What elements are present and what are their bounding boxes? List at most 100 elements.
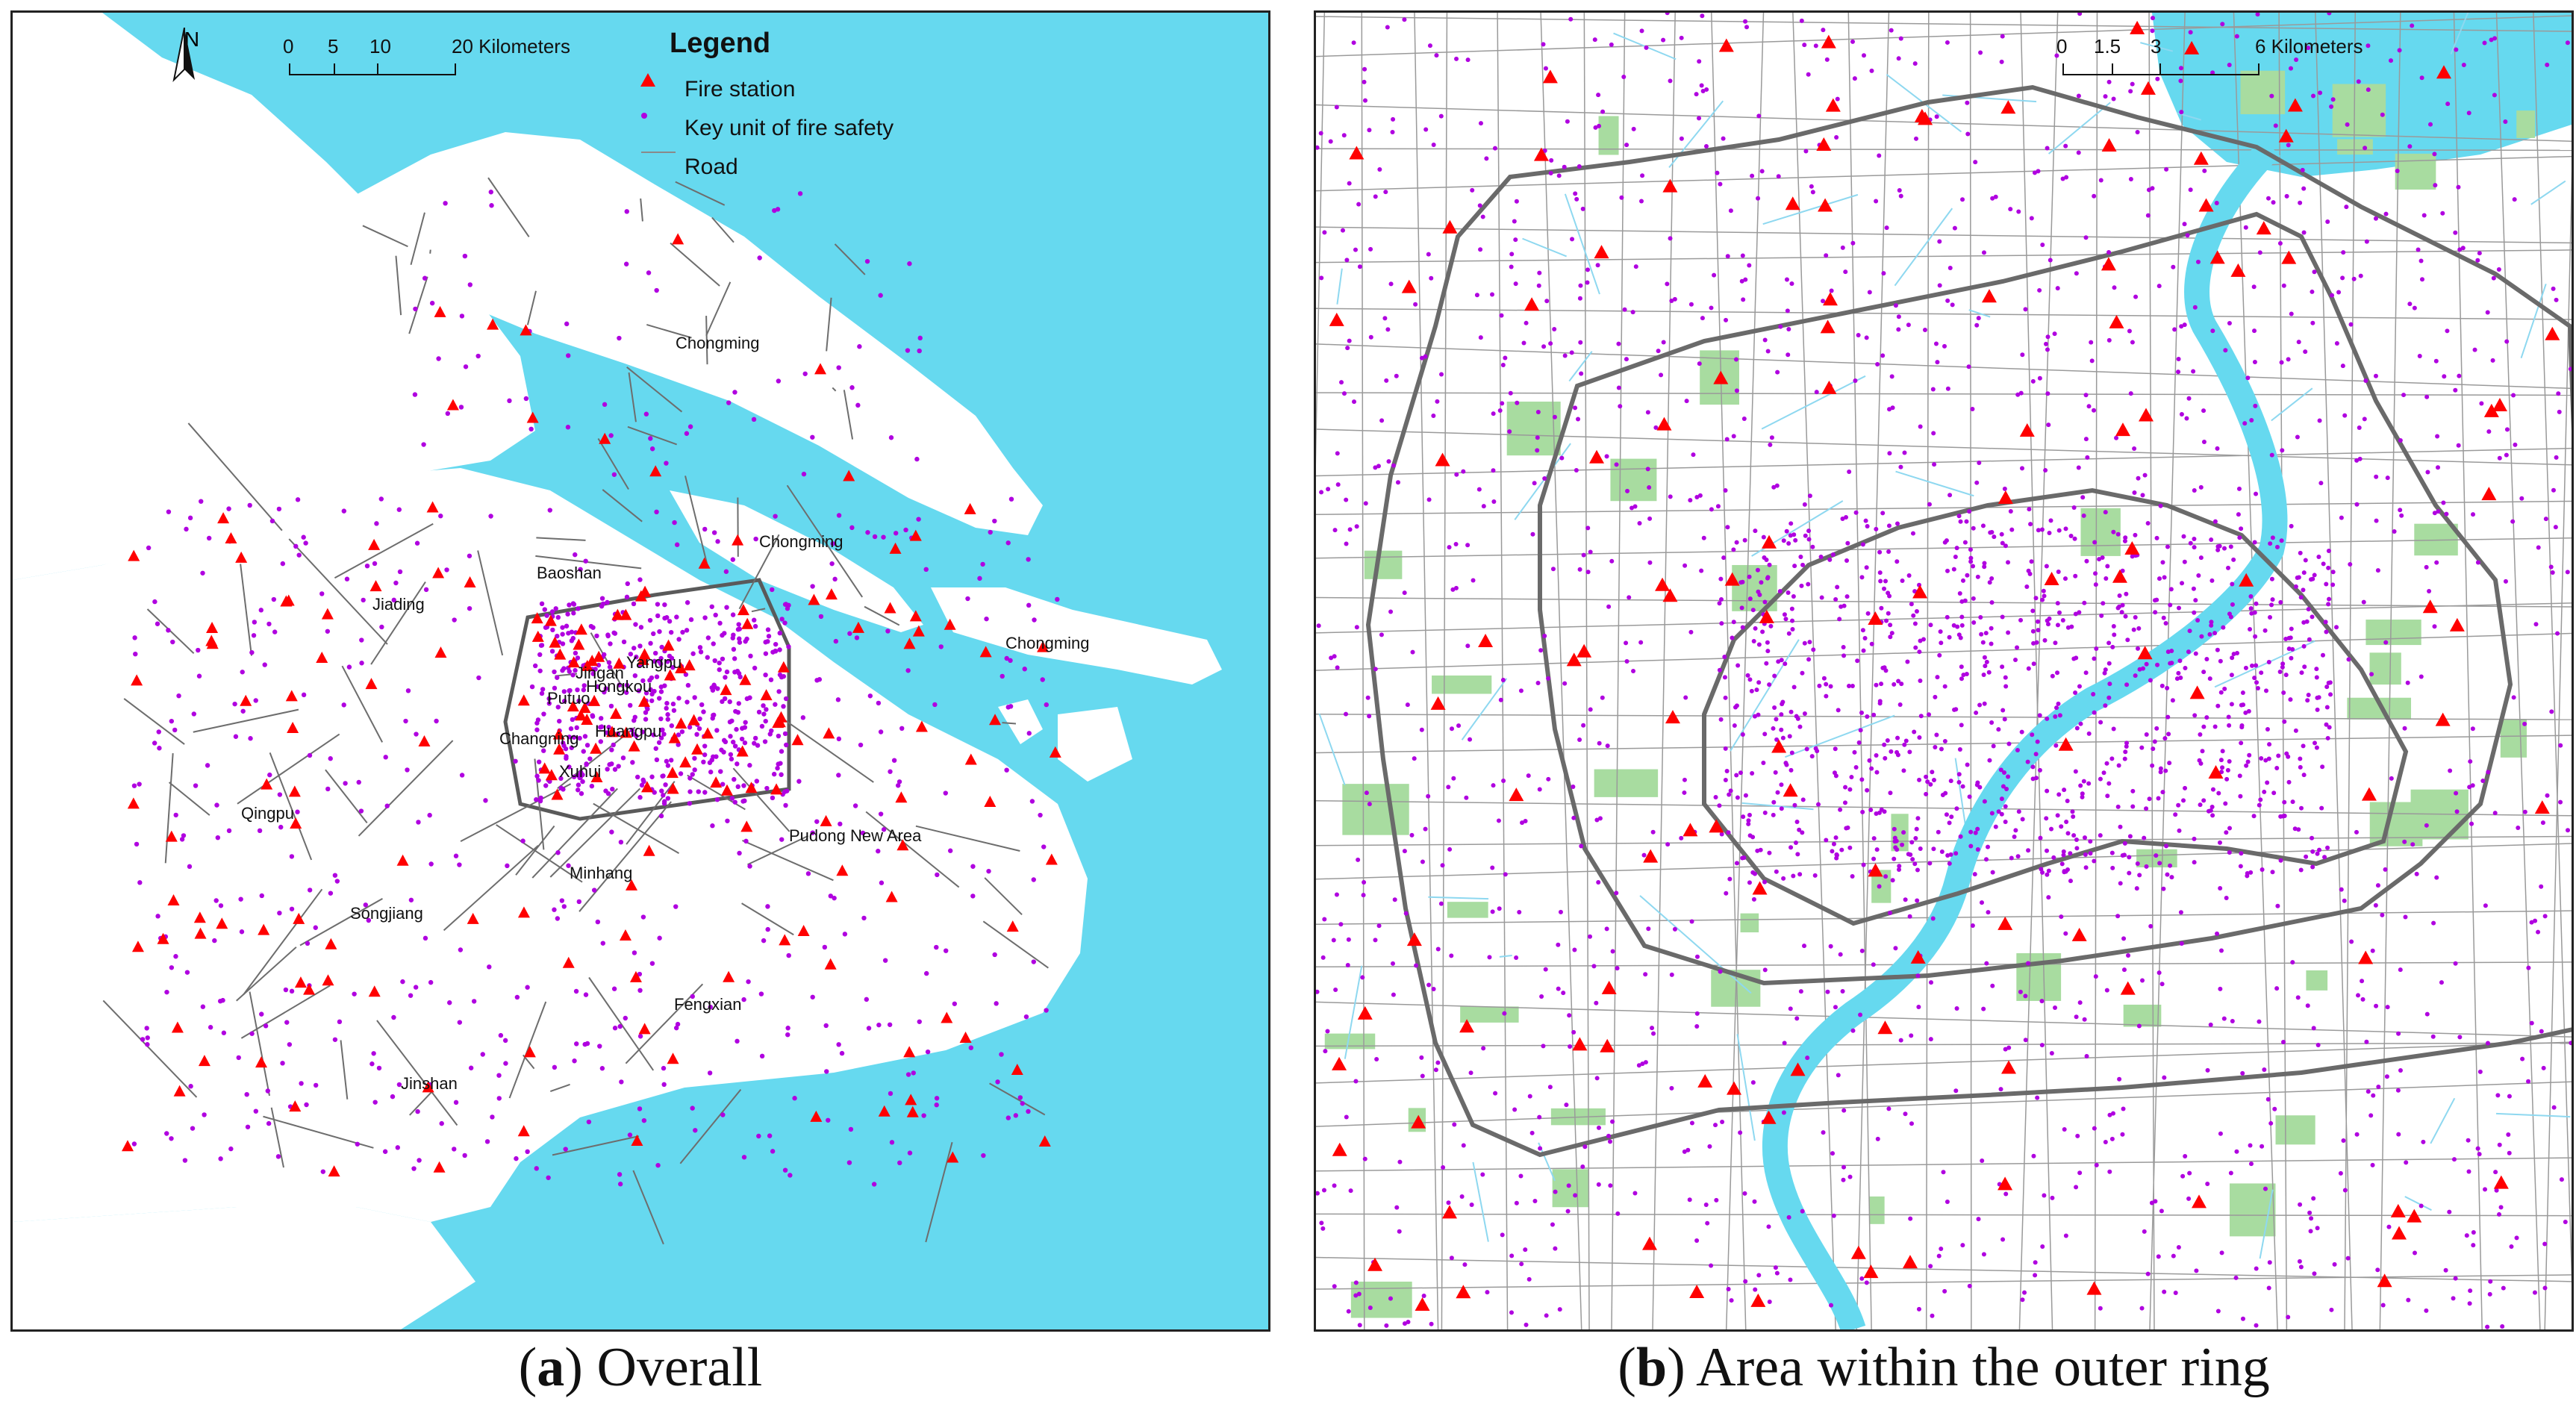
key-unit-dot — [636, 688, 642, 693]
key-unit-dot — [1953, 851, 1959, 856]
key-unit-dot — [546, 1175, 551, 1180]
key-unit-dot — [2205, 1181, 2210, 1186]
key-unit-dot — [1719, 832, 1724, 837]
key-unit-dot — [2098, 178, 2103, 183]
key-unit-dot — [2161, 615, 2166, 620]
key-unit-dot — [2445, 328, 2450, 334]
key-unit-dot — [2208, 1022, 2213, 1027]
key-unit-dot — [1610, 949, 1615, 954]
key-unit-dot — [2033, 1273, 2038, 1278]
key-unit-dot — [570, 673, 576, 678]
key-unit-dot — [484, 1139, 490, 1144]
key-unit-dot — [605, 790, 611, 796]
key-unit-dot — [2167, 761, 2172, 766]
key-unit-dot — [1335, 482, 1341, 487]
key-unit-dot — [1930, 387, 1936, 392]
fire-station-marker — [285, 690, 298, 702]
key-unit-dot — [741, 1155, 747, 1160]
road-segment — [1316, 155, 2572, 192]
key-unit-dot — [676, 732, 682, 737]
key-unit-dot — [1913, 645, 1918, 650]
key-unit-dot — [2316, 555, 2321, 560]
key-unit-dot — [735, 761, 740, 767]
key-unit-dot — [2210, 70, 2215, 75]
key-unit-dot — [1571, 1029, 1577, 1035]
key-unit-dot — [1038, 812, 1043, 818]
key-unit-dot — [2018, 617, 2024, 623]
key-unit-dot — [1882, 742, 1887, 747]
fire-station-marker — [240, 694, 252, 706]
key-unit-dot — [729, 796, 735, 801]
key-unit-dot — [2046, 868, 2051, 873]
key-unit-dot — [200, 570, 205, 576]
key-unit-dot — [2283, 673, 2289, 678]
key-unit-dot — [2065, 798, 2070, 803]
key-unit-dot — [2366, 1089, 2371, 1094]
fire-station-marker — [666, 767, 679, 779]
scale-bar-line — [2062, 63, 2260, 75]
key-unit-dot — [2030, 776, 2036, 782]
key-unit-dot — [2272, 1106, 2277, 1111]
scale-mid-tick — [377, 63, 378, 74]
key-unit-dot — [166, 628, 171, 633]
key-unit-dot — [561, 904, 567, 909]
key-unit-dot — [1567, 1013, 1572, 1018]
key-unit-dot — [1013, 1113, 1019, 1118]
key-unit-dot — [1880, 353, 1886, 358]
key-unit-dot — [1537, 270, 1542, 275]
key-unit-dot — [1810, 190, 1815, 195]
key-unit-dot — [2020, 352, 2025, 358]
key-unit-dot — [2507, 1094, 2512, 1099]
key-unit-dot — [2460, 246, 2466, 251]
key-unit-dot — [710, 823, 715, 829]
key-unit-dot — [1871, 856, 1877, 861]
key-unit-dot — [2265, 196, 2271, 201]
key-unit-dot — [2029, 216, 2034, 221]
key-unit-dot — [1461, 1143, 1466, 1148]
road-segment — [334, 523, 434, 579]
key-unit-dot — [1552, 414, 1557, 420]
key-unit-dot — [2266, 660, 2271, 665]
key-unit-dot — [391, 597, 396, 603]
key-unit-dot — [2124, 744, 2129, 749]
key-unit-dot — [1750, 1080, 1756, 1085]
key-unit-dot — [2533, 622, 2539, 627]
key-unit-dot — [2511, 393, 2516, 398]
road-segment — [487, 177, 530, 237]
fire-station-marker — [1998, 916, 2013, 930]
key-unit-dot — [156, 729, 161, 735]
key-unit-dot — [132, 635, 137, 640]
key-unit-dot — [2263, 688, 2268, 693]
key-unit-dot — [1542, 634, 1547, 639]
key-unit-dot — [1718, 597, 1724, 602]
key-unit-dot — [1435, 1060, 1441, 1065]
key-unit-dot — [140, 1037, 146, 1042]
key-unit-dot — [2542, 1285, 2548, 1291]
key-unit-dot — [2240, 1316, 2245, 1321]
key-unit-dot — [2236, 512, 2241, 517]
key-unit-dot — [1960, 197, 1965, 202]
key-unit-dot — [2133, 615, 2138, 620]
key-unit-dot — [415, 1108, 420, 1114]
key-unit-dot — [654, 287, 659, 293]
key-unit-dot — [1332, 1183, 1337, 1188]
key-unit-dot — [2195, 259, 2201, 264]
key-unit-dot — [2277, 670, 2283, 675]
key-unit-dot — [1833, 1005, 1838, 1010]
key-unit-dot — [1624, 143, 1630, 148]
key-unit-dot — [2130, 340, 2135, 345]
key-unit-dot — [2496, 266, 2501, 272]
key-unit-dot — [763, 718, 768, 724]
key-unit-dot — [1914, 608, 1919, 614]
key-unit-dot — [802, 371, 808, 376]
key-unit-dot — [944, 948, 949, 953]
fire-station-marker — [613, 657, 626, 669]
road-segment — [549, 788, 641, 878]
key-unit-dot — [861, 915, 867, 921]
key-unit-dot — [2318, 481, 2324, 486]
key-unit-dot — [1901, 768, 1906, 773]
key-unit-dot — [2038, 835, 2043, 841]
green-space — [2369, 802, 2423, 846]
key-unit-dot — [2210, 787, 2215, 792]
key-unit-dot — [696, 726, 702, 732]
